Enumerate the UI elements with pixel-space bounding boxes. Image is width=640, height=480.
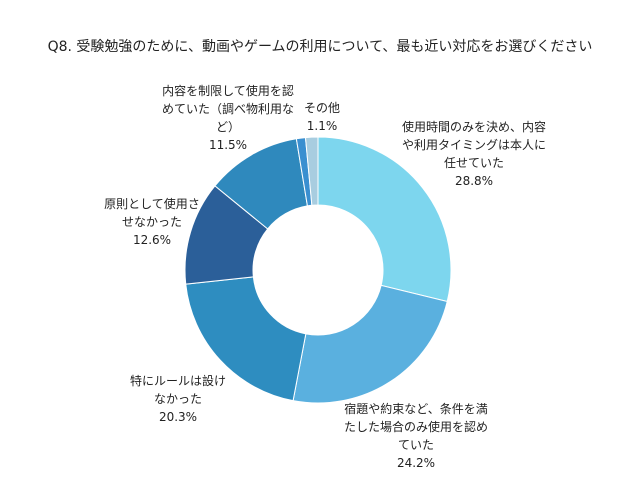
chart-title: Q8. 受験勉強のために、動画やゲームの利用について、最も近い対応をお選びくださ… [47, 39, 593, 55]
donut-segment [185, 276, 307, 402]
category-label: 特にルールは設けなかった [130, 374, 227, 406]
value-label: 20.3% [158, 410, 198, 424]
category-label: 使用時間のみを決め、内容や利用タイミングは本人に任せていた [401, 120, 546, 170]
data-label: 使用時間のみを決め、内容や利用タイミングは本人に任せていた 28.8% [400, 118, 548, 190]
donut-segment [292, 284, 448, 404]
category-label: 内容を制限して使用を認めていた（調べ物利用など） [161, 84, 294, 134]
value-label: 28.8% [454, 174, 494, 188]
data-label: 宿題や約束など、条件を満たした場合のみ使用を認めていた 24.2% [342, 400, 490, 472]
data-label: 特にルールは設けなかった 20.3% [130, 372, 226, 426]
category-label: その他 [303, 101, 340, 115]
value-label: 12.6% [132, 233, 172, 247]
data-label: 原則として使用させなかった 12.6% [104, 195, 200, 249]
category-label: 原則として使用させなかった [104, 197, 200, 229]
category-label: 宿題や約束など、条件を満たした場合のみ使用を認めていた [343, 402, 488, 452]
data-label: その他 1.1% [298, 99, 346, 135]
value-label: 24.2% [396, 456, 436, 470]
data-label: 内容を制限して使用を認めていた（調べ物利用など） 11.5% [160, 82, 296, 154]
value-label: 1.1% [306, 119, 338, 133]
value-label: 11.5% [208, 138, 248, 152]
donut-segment [317, 136, 452, 303]
donut-segment [304, 136, 319, 206]
